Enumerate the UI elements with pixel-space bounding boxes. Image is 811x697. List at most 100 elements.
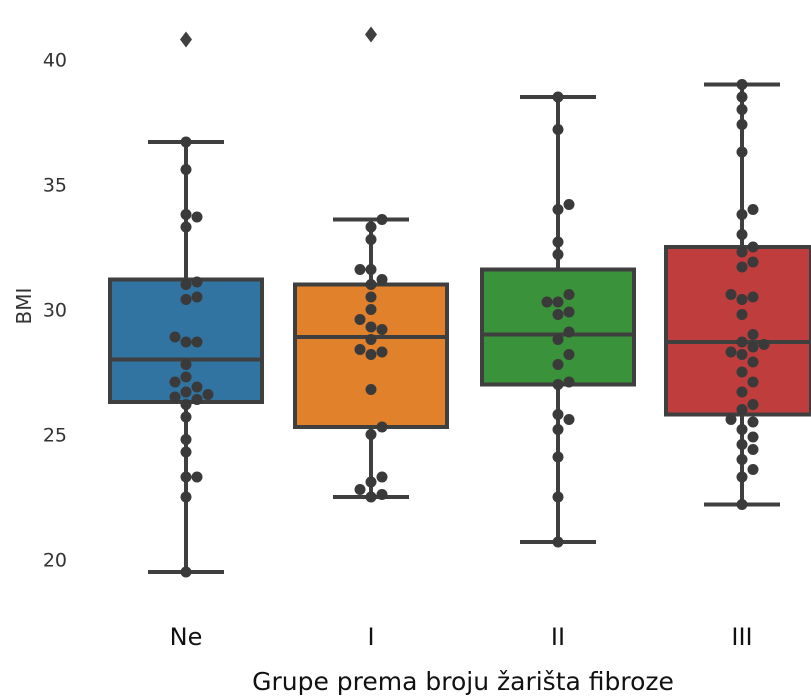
y-tick-label: 35 bbox=[43, 175, 67, 197]
data-point bbox=[552, 536, 564, 548]
data-point bbox=[747, 444, 759, 455]
data-point bbox=[376, 274, 388, 285]
data-point bbox=[365, 429, 377, 440]
data-point bbox=[376, 324, 388, 335]
data-point bbox=[563, 199, 575, 210]
data-point bbox=[736, 366, 748, 378]
data-point bbox=[552, 491, 564, 503]
data-point bbox=[376, 471, 388, 483]
x-axis-title: Grupe prema broju žarišta fibroze bbox=[252, 667, 674, 696]
data-point bbox=[552, 334, 564, 345]
data-point bbox=[180, 491, 192, 503]
data-point bbox=[552, 91, 564, 103]
data-point bbox=[180, 209, 192, 220]
outlier-marker bbox=[180, 31, 192, 48]
data-point bbox=[365, 234, 377, 245]
data-point bbox=[552, 359, 564, 370]
data-point bbox=[365, 334, 377, 345]
data-point bbox=[747, 329, 759, 340]
data-point bbox=[180, 371, 192, 383]
data-point bbox=[180, 399, 192, 410]
data-point bbox=[736, 246, 748, 258]
data-point bbox=[541, 296, 553, 308]
data-point bbox=[354, 264, 366, 275]
data-point bbox=[365, 279, 377, 290]
data-point bbox=[736, 229, 748, 240]
data-point bbox=[736, 294, 748, 305]
data-point bbox=[191, 291, 203, 303]
data-point bbox=[736, 439, 748, 450]
data-point bbox=[747, 341, 759, 353]
data-point bbox=[354, 484, 366, 495]
data-point bbox=[736, 336, 748, 348]
data-point bbox=[202, 389, 214, 400]
data-point bbox=[365, 491, 377, 503]
data-point bbox=[180, 411, 192, 423]
data-point bbox=[191, 381, 203, 393]
data-point bbox=[376, 214, 388, 225]
data-point bbox=[747, 241, 759, 253]
data-point bbox=[552, 249, 564, 260]
data-point bbox=[736, 146, 748, 158]
data-point bbox=[365, 349, 377, 360]
data-point bbox=[563, 349, 575, 360]
y-tick-label: 20 bbox=[43, 550, 67, 572]
data-point bbox=[747, 291, 759, 303]
data-point bbox=[736, 209, 748, 220]
data-point bbox=[365, 221, 377, 233]
data-point bbox=[180, 434, 192, 445]
data-point bbox=[191, 276, 203, 288]
box-group bbox=[480, 91, 636, 548]
data-point bbox=[552, 204, 564, 215]
data-point bbox=[180, 279, 192, 290]
data-point bbox=[552, 424, 564, 435]
data-point bbox=[563, 376, 575, 388]
data-point bbox=[552, 296, 564, 308]
data-point bbox=[747, 431, 759, 443]
box-group bbox=[293, 26, 449, 503]
data-point bbox=[736, 79, 748, 90]
data-point bbox=[376, 346, 388, 358]
data-point bbox=[180, 164, 192, 175]
y-axis-ticks: 20 25 30 35 40 bbox=[43, 50, 67, 572]
data-point bbox=[736, 104, 748, 115]
data-point bbox=[736, 309, 748, 320]
data-point bbox=[736, 119, 748, 130]
data-point bbox=[725, 414, 737, 425]
data-point bbox=[376, 489, 388, 500]
data-point bbox=[180, 386, 192, 398]
data-point bbox=[736, 404, 748, 415]
data-point bbox=[552, 409, 564, 420]
data-point bbox=[365, 476, 377, 488]
data-point bbox=[365, 264, 377, 275]
data-point bbox=[747, 356, 759, 368]
data-point bbox=[736, 424, 748, 435]
box-group bbox=[108, 31, 264, 578]
data-point bbox=[747, 464, 759, 475]
data-point bbox=[736, 349, 748, 360]
box-group bbox=[664, 79, 811, 510]
y-tick-label: 30 bbox=[43, 300, 67, 322]
x-tick-label: Ne bbox=[170, 623, 203, 651]
data-point bbox=[180, 221, 192, 233]
data-point bbox=[169, 391, 181, 403]
y-tick-label: 25 bbox=[43, 425, 67, 447]
data-point bbox=[180, 566, 192, 578]
x-axis-categories: Ne I II III bbox=[170, 623, 753, 651]
data-point bbox=[180, 471, 192, 483]
data-point bbox=[563, 306, 575, 318]
data-point bbox=[169, 331, 181, 343]
data-point bbox=[191, 471, 203, 483]
data-point bbox=[552, 124, 564, 135]
data-point bbox=[563, 326, 575, 338]
data-point bbox=[552, 379, 564, 390]
data-point bbox=[180, 359, 192, 370]
data-point bbox=[747, 204, 759, 215]
data-point bbox=[736, 499, 748, 510]
data-point bbox=[736, 454, 748, 465]
data-point bbox=[736, 386, 748, 398]
box-groups bbox=[108, 26, 811, 578]
outlier-marker bbox=[365, 26, 377, 43]
data-point bbox=[191, 211, 203, 223]
